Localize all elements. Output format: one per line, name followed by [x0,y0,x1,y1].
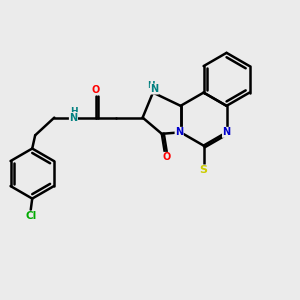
Text: Cl: Cl [25,211,36,221]
Text: O: O [162,152,170,162]
Text: S: S [200,165,208,175]
Text: H: H [147,81,154,90]
Text: N: N [175,127,183,137]
Text: O: O [92,85,100,94]
Text: N: N [69,112,77,123]
Text: N: N [150,84,158,94]
Text: N: N [223,127,231,137]
Text: H: H [70,106,77,116]
